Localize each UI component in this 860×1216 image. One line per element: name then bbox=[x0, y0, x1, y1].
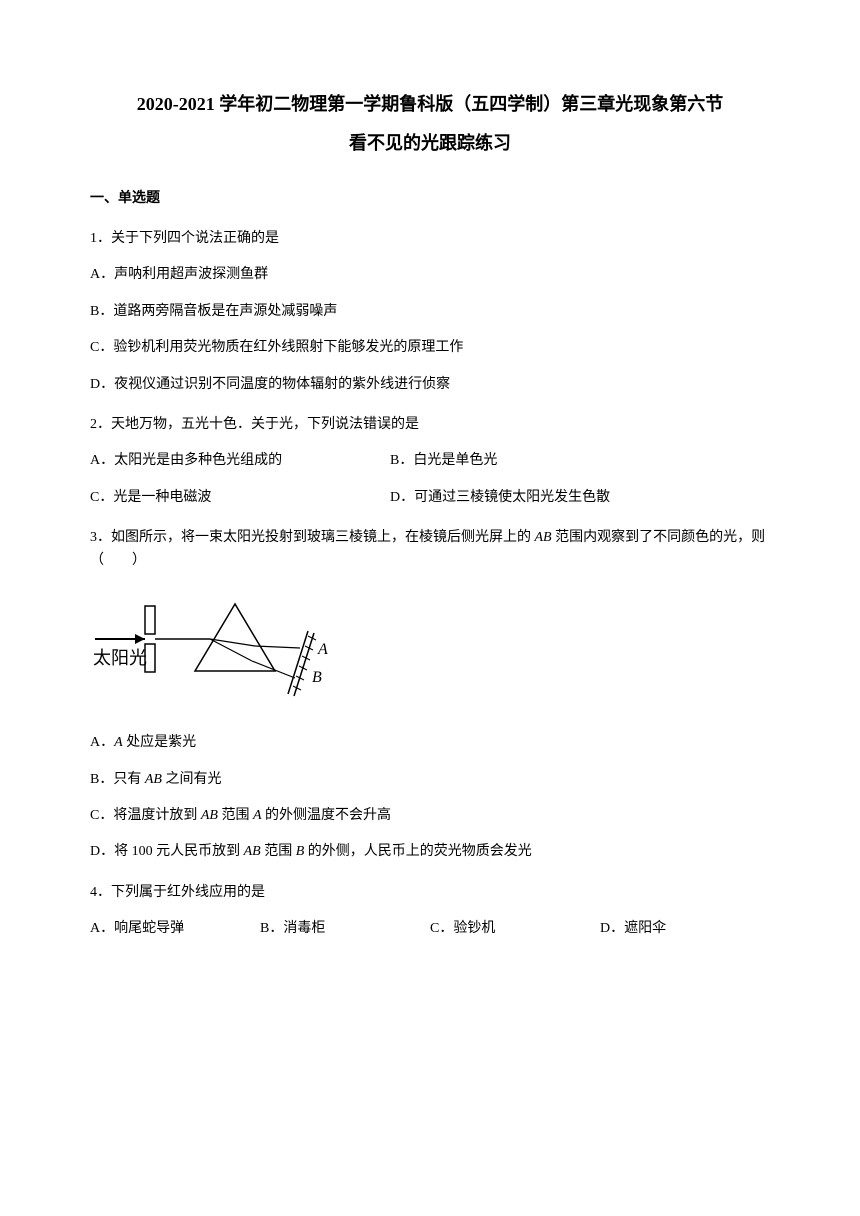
q2-option-c: C．光是一种电磁波 bbox=[90, 487, 390, 509]
q3-d-mid: 范围 bbox=[261, 844, 296, 859]
q3-stem-ab: AB bbox=[535, 530, 552, 545]
q3-d-b: B bbox=[296, 844, 305, 859]
q3-option-c: C．将温度计放到 AB 范围 A 的外侧温度不会升高 bbox=[90, 805, 770, 827]
q3-option-d: D．将 100 元人民币放到 AB 范围 B 的外侧，人民币上的荧光物质会发光 bbox=[90, 841, 770, 863]
q3-c-post: 的外侧温度不会升高 bbox=[262, 808, 392, 823]
q3-b-italic: AB bbox=[145, 772, 162, 787]
q2-option-d: D．可通过三棱镜使太阳光发生色散 bbox=[390, 487, 610, 509]
q3-c-ab: AB bbox=[201, 808, 218, 823]
q3-option-a: A．A 处应是紫光 bbox=[90, 732, 770, 754]
q1-option-c: C．验钞机利用荧光物质在红外线照射下能够发光的原理工作 bbox=[90, 337, 770, 359]
q1-option-a: A．声呐利用超声波探测鱼群 bbox=[90, 264, 770, 286]
label-a: A bbox=[317, 641, 328, 658]
q3-c-mid: 范围 bbox=[218, 808, 253, 823]
page-title: 2020-2021 学年初二物理第一学期鲁科版（五四学制）第三章光现象第六节 bbox=[90, 90, 770, 119]
q2-option-b: B．白光是单色光 bbox=[390, 450, 497, 472]
q1-option-b: B．道路两旁隔音板是在声源处减弱噪声 bbox=[90, 301, 770, 323]
q1-option-d: D．夜视仪通过识别不同温度的物体辐射的紫外线进行侦察 bbox=[90, 374, 770, 396]
question-4: 4．下列属于红外线应用的是 A．响尾蛇导弹 B．消毒柜 C．验钞机 D．遮阳伞 bbox=[90, 882, 770, 941]
q3-b-pre: B．只有 bbox=[90, 772, 145, 787]
q2-stem: 2．天地万物，五光十色．关于光，下列说法错误的是 bbox=[90, 414, 770, 436]
q3-d-post: 的外侧，人民币上的荧光物质会发光 bbox=[304, 844, 532, 859]
q3-c-pre: C．将温度计放到 bbox=[90, 808, 201, 823]
question-1: 1．关于下列四个说法正确的是 A．声呐利用超声波探测鱼群 B．道路两旁隔音板是在… bbox=[90, 228, 770, 396]
q3-b-post: 之间有光 bbox=[162, 772, 222, 787]
page-subtitle: 看不见的光跟踪练习 bbox=[90, 129, 770, 158]
q4-option-a: A．响尾蛇导弹 bbox=[90, 918, 260, 940]
q3-a-post: 处应是紫光 bbox=[123, 735, 197, 750]
q3-option-b: B．只有 AB 之间有光 bbox=[90, 769, 770, 791]
q4-option-d: D．遮阳伞 bbox=[600, 918, 770, 940]
label-b: B bbox=[312, 669, 322, 686]
q4-option-b: B．消毒柜 bbox=[260, 918, 430, 940]
q3-stem-pre: 3．如图所示，将一束太阳光投射到玻璃三棱镜上，在棱镜后侧光屏上的 bbox=[90, 530, 535, 545]
question-3: 3．如图所示，将一束太阳光投射到玻璃三棱镜上，在棱镜后侧光屏上的 AB 范围内观… bbox=[90, 527, 770, 864]
q4-stem: 4．下列属于红外线应用的是 bbox=[90, 882, 770, 904]
q3-a-pre: A． bbox=[90, 735, 114, 750]
q4-option-c: C．验钞机 bbox=[430, 918, 600, 940]
q3-d-pre: D．将 100 元人民币放到 bbox=[90, 844, 244, 859]
q3-a-italic: A bbox=[114, 735, 123, 750]
q3-stem: 3．如图所示，将一束太阳光投射到玻璃三棱镜上，在棱镜后侧光屏上的 AB 范围内观… bbox=[90, 527, 770, 572]
section-header: 一、单选题 bbox=[90, 188, 770, 210]
sunlight-label: 太阳光 bbox=[93, 648, 147, 668]
q3-d-ab: AB bbox=[244, 844, 261, 859]
prism-diagram: 太阳光 A bbox=[90, 586, 770, 714]
q3-c-a: A bbox=[253, 808, 262, 823]
q1-stem: 1．关于下列四个说法正确的是 bbox=[90, 228, 770, 250]
question-2: 2．天地万物，五光十色．关于光，下列说法错误的是 A．太阳光是由多种色光组成的 … bbox=[90, 414, 770, 509]
q2-option-a: A．太阳光是由多种色光组成的 bbox=[90, 450, 390, 472]
